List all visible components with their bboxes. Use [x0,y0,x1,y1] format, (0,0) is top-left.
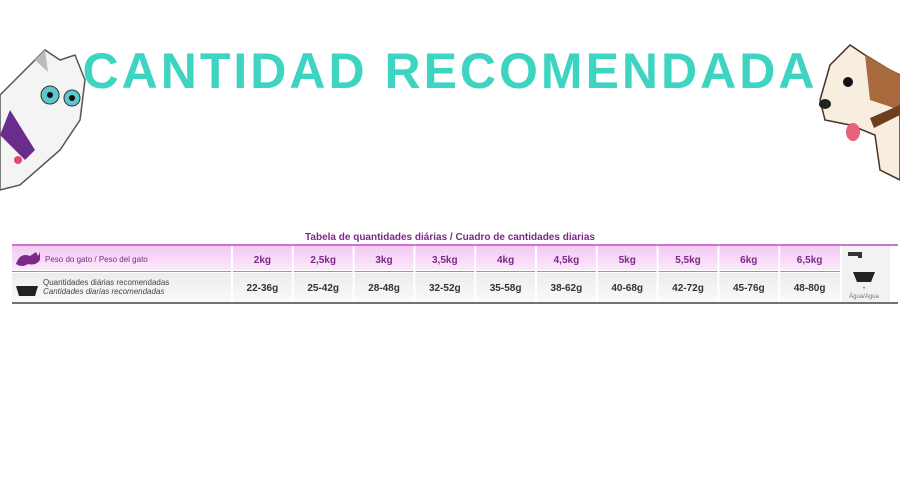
bowl-icon [16,286,38,296]
weight-cell: 6kg [740,255,757,266]
tap-icon [848,252,862,258]
bowl-icon [853,272,875,282]
weight-cell: 5kg [619,255,636,266]
weight-cell: 5,5kg [675,255,701,266]
amount-cell: 42-72g [672,283,704,294]
cat-icon [16,252,40,266]
weight-cell: 2,5kg [310,255,336,266]
water-label: + [862,286,866,292]
amount-label: Quantidades diárias recomendadas [43,278,169,287]
cells: 2kg 22-36g 2,5kg 25-42g 3kg 28-48g 3,5kg 32-52g… [231,246,826,302]
weight-cell: 4,5kg [554,255,580,266]
weight-cell: 3,5kg [432,255,458,266]
amount-cell: 45-76g [733,283,765,294]
amount-cell: 22-36g [247,283,279,294]
weight-cell: 2kg [254,255,271,266]
amount-cell: 35-58g [490,283,522,294]
weight-cell: 3kg [375,255,392,266]
amount-cell: 25-42g [307,283,339,294]
amount-cell: 48-80g [794,283,826,294]
amount-cell: 28-48g [368,283,400,294]
amount-cell: 38-62g [551,283,583,294]
amount-row [12,273,840,302]
weight-cell: 6,5kg [797,255,823,266]
cat-illustration [0,49,86,191]
weight-label: Peso do gato / Peso del gato [45,255,148,264]
amount-cell: 32-52g [429,283,461,294]
weight-row [12,246,840,270]
water-label: Água/Agua [849,293,879,300]
amount-cell: 40-68g [611,283,643,294]
amount-label: Cantidades diarias recomendadas [43,287,164,296]
table-title: Tabela de quantidades diárias / Cuadro d… [305,232,595,243]
weight-cell: 4kg [497,255,514,266]
dog-illustration [819,44,900,181]
page-title: CANTIDAD RECOMENDADA [83,43,818,99]
